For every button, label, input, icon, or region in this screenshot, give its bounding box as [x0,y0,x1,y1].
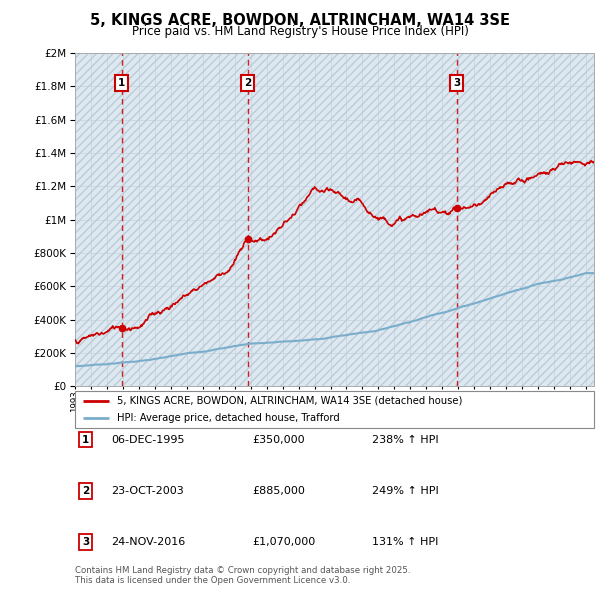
Text: 249% ↑ HPI: 249% ↑ HPI [372,486,439,496]
Text: £885,000: £885,000 [252,486,305,496]
Text: 131% ↑ HPI: 131% ↑ HPI [372,537,439,546]
Text: 5, KINGS ACRE, BOWDON, ALTRINCHAM, WA14 3SE (detached house): 5, KINGS ACRE, BOWDON, ALTRINCHAM, WA14 … [116,396,462,405]
Text: 3: 3 [453,78,460,88]
Text: 238% ↑ HPI: 238% ↑ HPI [372,435,439,444]
Text: HPI: Average price, detached house, Trafford: HPI: Average price, detached house, Traf… [116,414,339,424]
Text: 06-DEC-1995: 06-DEC-1995 [111,435,185,444]
Text: 24-NOV-2016: 24-NOV-2016 [111,537,185,546]
Text: 23-OCT-2003: 23-OCT-2003 [111,486,184,496]
Text: 1: 1 [82,435,89,444]
Text: £1,070,000: £1,070,000 [252,537,315,546]
Text: Price paid vs. HM Land Registry's House Price Index (HPI): Price paid vs. HM Land Registry's House … [131,25,469,38]
Text: £350,000: £350,000 [252,435,305,444]
Text: 3: 3 [82,537,89,546]
Text: 5, KINGS ACRE, BOWDON, ALTRINCHAM, WA14 3SE: 5, KINGS ACRE, BOWDON, ALTRINCHAM, WA14 … [90,13,510,28]
Text: Contains HM Land Registry data © Crown copyright and database right 2025.
This d: Contains HM Land Registry data © Crown c… [75,566,410,585]
Text: 2: 2 [244,78,251,88]
FancyBboxPatch shape [75,391,594,428]
Text: 1: 1 [118,78,125,88]
Text: 2: 2 [82,486,89,496]
